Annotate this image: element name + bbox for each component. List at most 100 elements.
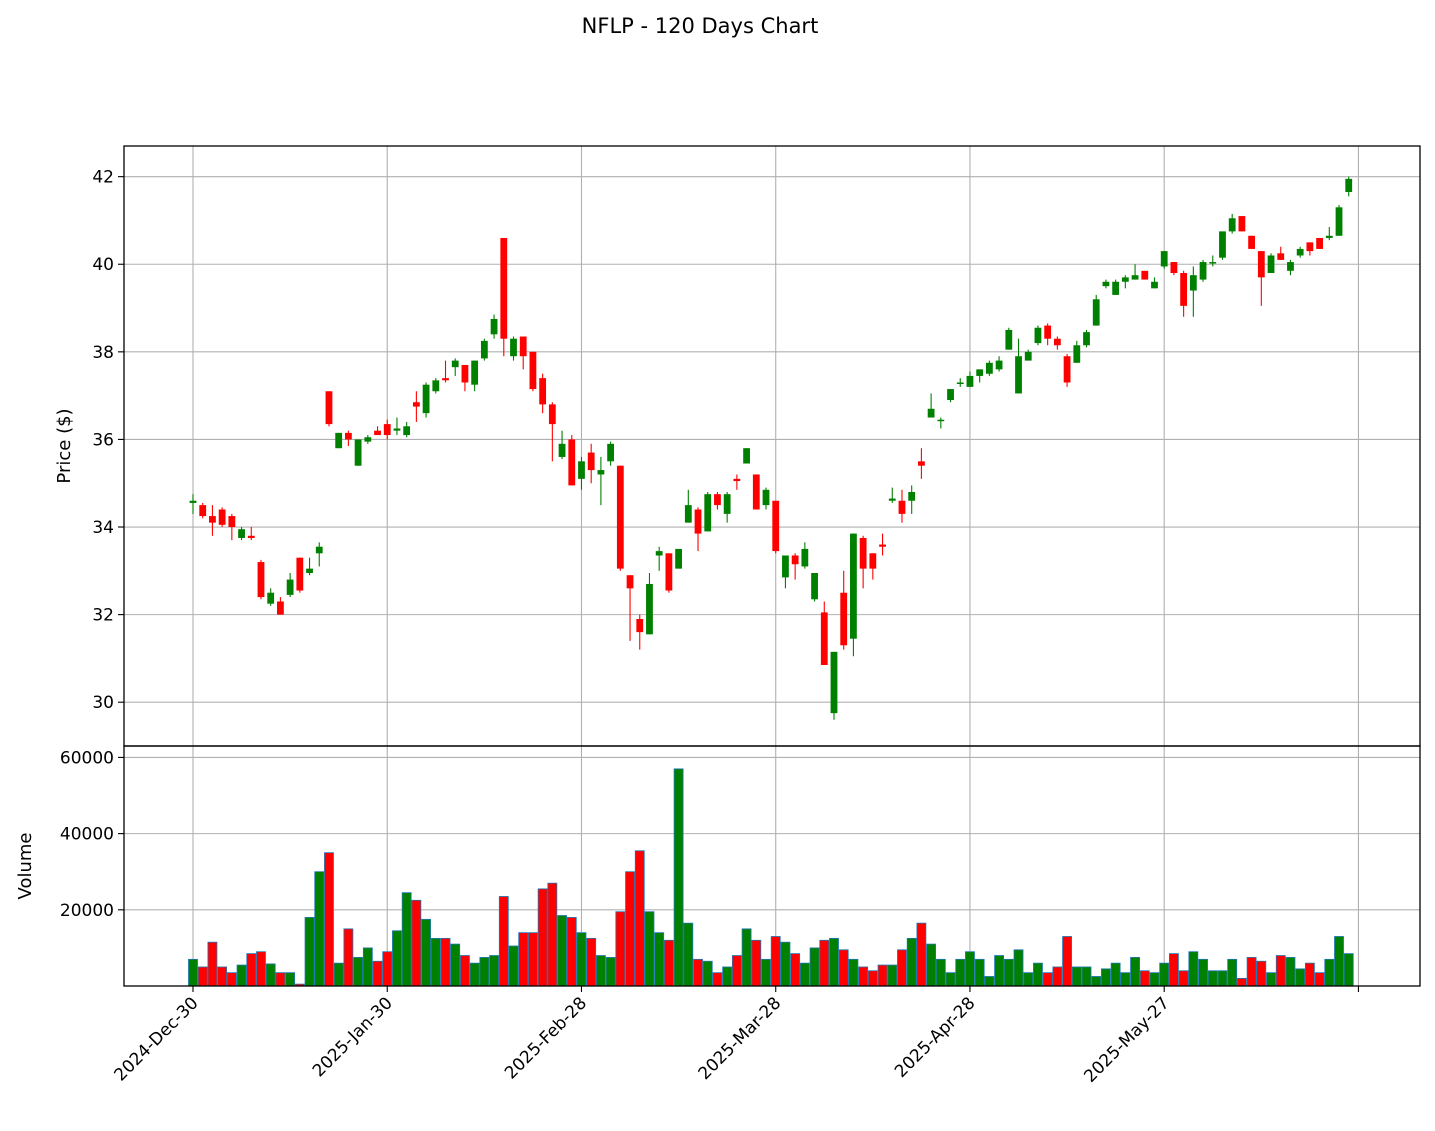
candle-body <box>830 651 838 714</box>
volume-bar <box>1285 957 1296 987</box>
candle-body <box>840 592 848 646</box>
candle-body <box>1092 299 1100 326</box>
volume-bar <box>673 768 684 987</box>
volume-panel-frame <box>123 745 1421 987</box>
volume-bar <box>634 850 645 987</box>
candle-body <box>684 505 692 523</box>
candle-body <box>966 375 974 387</box>
candle-body <box>1316 237 1323 249</box>
volume-bar <box>324 852 334 987</box>
candle-body <box>296 557 304 591</box>
candle-body <box>752 474 760 510</box>
volume-bar <box>226 972 237 987</box>
price-y-tick-label: 40 <box>92 255 114 275</box>
candle-body <box>209 516 216 523</box>
volume-bar <box>897 949 907 987</box>
candle-body <box>461 364 469 383</box>
volume-bar <box>460 955 470 987</box>
volume-bar <box>974 958 985 987</box>
volume-bar <box>644 911 655 987</box>
volume-bar <box>838 949 849 987</box>
candle-body <box>665 553 673 591</box>
volume-bar <box>780 941 791 987</box>
volume-bar <box>207 941 218 987</box>
volume-bar <box>1120 972 1131 987</box>
volume-bar <box>498 896 509 987</box>
candle-body <box>733 478 741 482</box>
candle-body <box>908 491 916 501</box>
volume-bar <box>683 922 694 987</box>
candle-body <box>1219 231 1226 258</box>
volume-bar <box>343 928 354 987</box>
candle-body <box>471 360 479 385</box>
candle-body <box>820 612 828 665</box>
volume-bar <box>741 928 752 987</box>
volume-y-ticks: 20000 40000 60000 <box>60 748 124 921</box>
volume-bar <box>188 958 198 987</box>
candle-body <box>947 389 954 401</box>
candle-body <box>374 430 381 436</box>
volume-bar <box>1266 972 1276 987</box>
volume-bar <box>906 937 917 987</box>
candle-body <box>1228 218 1236 232</box>
volume-bar <box>1188 951 1199 987</box>
candle-body <box>597 470 605 475</box>
volume-bar <box>1275 955 1286 987</box>
candle-body <box>762 489 770 506</box>
candle-body <box>811 573 818 600</box>
volume-bar <box>1081 966 1092 987</box>
volume-bar <box>265 963 276 987</box>
volume-bars <box>188 768 1354 987</box>
volume-bar <box>440 937 451 987</box>
candle-body <box>354 439 362 466</box>
candle-body <box>1170 262 1178 274</box>
candle-body <box>1005 329 1013 350</box>
volume-bar <box>809 947 820 987</box>
candle-body <box>791 555 799 565</box>
volume-bar <box>489 955 499 987</box>
candle-body <box>490 318 498 335</box>
candle-body <box>655 551 663 556</box>
candle-body <box>937 419 945 422</box>
price-y-axis-label: Price ($) <box>54 408 75 483</box>
candle-body <box>432 380 440 392</box>
volume-bar <box>916 922 927 987</box>
volume-bar <box>586 937 597 987</box>
candle-body <box>1112 281 1120 295</box>
candle-body <box>539 378 547 405</box>
volume-bar <box>256 951 266 987</box>
volume-bar <box>1217 970 1228 987</box>
volume-bar <box>430 937 441 987</box>
candle-body <box>772 500 780 552</box>
volume-bar <box>1091 976 1102 987</box>
price-y-tick-label: 36 <box>92 430 114 450</box>
candle-body <box>403 426 411 436</box>
volume-bar <box>518 932 529 987</box>
price-y-tick-label: 38 <box>92 343 114 363</box>
candle-body <box>723 494 731 514</box>
volume-bar <box>362 947 373 987</box>
candle-body <box>500 237 508 339</box>
volume-bar <box>799 962 810 987</box>
candle-body <box>1209 262 1217 264</box>
volume-bar <box>984 976 995 987</box>
candle-body <box>918 461 925 466</box>
volume-bar <box>304 917 315 987</box>
candle-body <box>607 443 615 462</box>
volume-bar <box>537 888 548 987</box>
candle-body <box>519 336 527 357</box>
price-y-ticks: 30 32 34 36 38 40 42 <box>92 168 124 713</box>
volume-bar <box>625 871 635 987</box>
volume-bar <box>935 958 946 987</box>
volume-bar <box>731 955 742 987</box>
volume-bar <box>605 957 616 987</box>
candle-body <box>277 601 284 615</box>
candle-body <box>315 546 323 554</box>
candle-body <box>1267 255 1275 274</box>
candle-body <box>646 583 653 635</box>
volume-bar <box>1324 958 1335 987</box>
candle-body <box>306 568 313 574</box>
candle-body <box>1024 351 1032 361</box>
volume-bar <box>508 945 519 987</box>
